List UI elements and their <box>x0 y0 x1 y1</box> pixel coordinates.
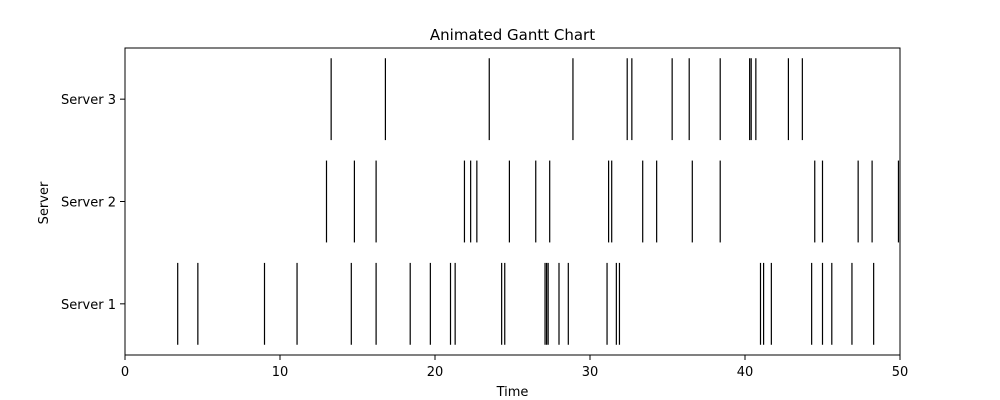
x-axis-label: Time <box>496 385 529 400</box>
plot-frame <box>124 47 901 356</box>
plot-area: 0 10 20 30 40 50 Server 1 Server 2 Server 3 <box>61 47 909 380</box>
x-tick-label: 40 <box>737 365 754 380</box>
y-tick-label: Server 1 <box>61 298 116 313</box>
y-axis-label: Server <box>37 181 52 224</box>
x-tick-label: 50 <box>892 365 909 380</box>
x-tick-label: 20 <box>427 365 444 380</box>
chart-title: Animated Gantt Chart <box>430 26 595 44</box>
y-tick-label: Server 2 <box>61 196 116 211</box>
y-tick-label: Server 3 <box>61 93 116 108</box>
x-tick-label: 0 <box>121 365 129 380</box>
x-tick-label: 30 <box>582 365 599 380</box>
x-tick-label: 10 <box>272 365 289 380</box>
